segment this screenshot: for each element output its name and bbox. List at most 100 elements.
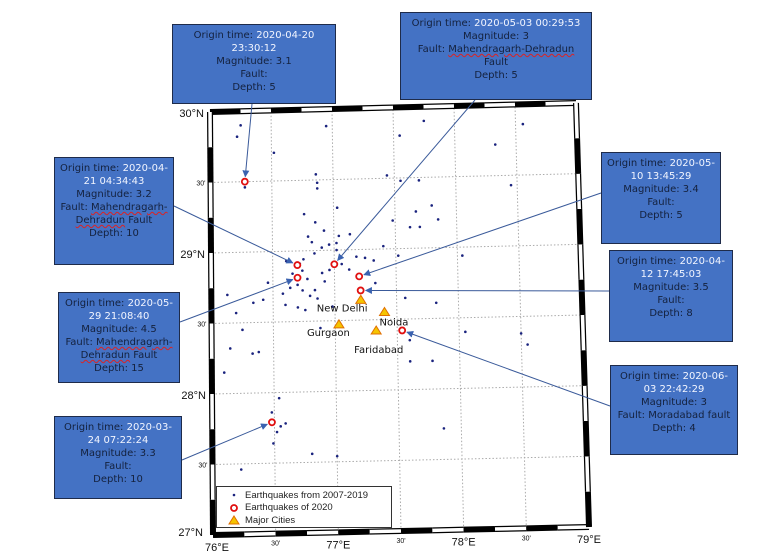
- frame-bottom: [212, 532, 245, 537]
- frame-top: [392, 105, 424, 110]
- meridian-line: [270, 110, 277, 534]
- earthquake-dot: [320, 271, 324, 275]
- city-triangle-icon: [378, 306, 391, 316]
- earthquake-dot: [374, 281, 377, 285]
- earthquake-dot: [315, 181, 319, 185]
- earthquake-dot: [398, 134, 401, 137]
- city-triangle-icon: [333, 318, 345, 329]
- earthquake-dot: [313, 252, 316, 255]
- frame-top: [484, 102, 516, 107]
- city-label: New Delhi: [317, 303, 368, 314]
- fault: Fault:: [104, 461, 132, 472]
- earthquake-dot: [314, 173, 318, 176]
- frame-bottom: [338, 529, 370, 535]
- fault: Fault: Mahendragarh-Dehradun Fault: [65, 337, 173, 361]
- latitude-label: 30': [196, 181, 205, 188]
- earthquake-dot: [308, 294, 312, 298]
- earthquake-dot: [327, 243, 331, 246]
- earthquake-dot: [337, 234, 341, 238]
- earthquake-2020-marker: [293, 273, 302, 282]
- earthquake-dot: [320, 246, 324, 249]
- earthquake-dot: [348, 232, 352, 236]
- parallel-line: [212, 455, 587, 465]
- fault: Fault: Moradabad fault: [617, 410, 731, 421]
- legend-label: Earthquakes from 2007-2019: [245, 489, 369, 501]
- earthquake-dot: [436, 218, 440, 221]
- magnitude: Magnitude: 3.4: [623, 184, 699, 195]
- frame-top: [423, 104, 455, 109]
- earthquakes-2020: [240, 177, 407, 427]
- origin-time: Origin time: 2020-04-20 23:30:12: [193, 30, 315, 54]
- depth: Depth: 15: [94, 363, 144, 374]
- triangle-icon: [228, 515, 240, 525]
- earthquake-dot: [414, 210, 418, 213]
- earthquake-dot: [288, 286, 292, 290]
- earthquake-dot: [521, 122, 525, 126]
- city-triangle-icon: [354, 294, 367, 304]
- earthquake-dot: [340, 262, 344, 266]
- event-callout: Origin time: 2020-06-03 22:42:29 Magnitud…: [610, 365, 738, 455]
- earthquake-dot: [277, 396, 281, 400]
- earthquake-dot: [331, 305, 334, 308]
- parallel-line: [210, 173, 579, 183]
- earthquake-dot: [385, 174, 389, 177]
- origin-time: Origin time: 2020-04-21 04:34:43: [60, 163, 168, 187]
- frame-bottom: [306, 530, 339, 535]
- event-callout: Origin time: 2020-05-29 21:08:40 Magnitud…: [58, 292, 180, 383]
- earthquake-dot: [382, 244, 385, 248]
- earthquake-2020-marker: [293, 261, 302, 269]
- callout-arrow: [181, 423, 268, 461]
- frame-bottom: [557, 525, 590, 530]
- red-circle-icon: [230, 503, 238, 512]
- parallel-line: [211, 314, 583, 324]
- earthquake-dot: [310, 452, 314, 456]
- callout-arrow: [179, 278, 294, 323]
- earthquake-dot: [270, 411, 274, 414]
- earthquake-dot: [313, 288, 317, 292]
- earthquake-dot: [322, 229, 326, 232]
- earthquake-dot: [302, 212, 306, 216]
- dot-icon: [232, 493, 236, 497]
- frame-right: [580, 314, 586, 351]
- event-callout: Origin time: 2020-03-24 07:22:24 Magnitud…: [54, 416, 182, 499]
- earthquake-dot: [372, 259, 376, 262]
- latitude-label: 28°N: [181, 390, 206, 402]
- earthquake-dot: [316, 297, 319, 300]
- earthquake-dot: [408, 225, 412, 229]
- frame-right: [586, 491, 591, 528]
- earthquake-dot: [226, 293, 229, 297]
- earthquake-dot: [422, 119, 426, 123]
- origin-time: Origin time: 2020-06-03 22:42:29: [620, 371, 728, 395]
- latitude-label: 30': [197, 322, 206, 329]
- meridian-line: [453, 105, 465, 530]
- earthquake-dot: [335, 206, 339, 209]
- earthquake-dot: [335, 241, 338, 245]
- event-callout: Origin time: 2020-04-21 04:34:43 Magnitud…: [54, 157, 174, 265]
- legend-item-2020: Earthquakes of 2020: [223, 502, 385, 515]
- earthquake-dot: [306, 277, 309, 281]
- earthquake-2020-marker: [240, 177, 249, 186]
- depth: Depth: 10: [89, 228, 139, 239]
- frame-top: [331, 106, 363, 111]
- frame-top: [362, 105, 394, 110]
- depth: Depth: 8: [649, 308, 693, 319]
- map-frame: [207, 100, 592, 538]
- frame-right: [581, 350, 587, 386]
- longitude-label: 79°E: [577, 534, 601, 546]
- depth: Depth: 5: [639, 210, 683, 221]
- earthquake-dot: [228, 347, 232, 350]
- latitude-label: 30': [198, 463, 207, 470]
- legend: Earthquakes from 2007-2019 Earthquakes o…: [216, 486, 392, 528]
- latitude-label: 29°N: [180, 249, 205, 261]
- earthquake-dot: [323, 280, 327, 283]
- fault: Fault:: [647, 197, 675, 208]
- frame-top: [545, 101, 577, 106]
- major-cities: New Delhi Noida Gurgaon Faridabad: [307, 294, 408, 356]
- event-callout: Origin time: 2020-05-10 13:45:29 Magnitud…: [601, 152, 721, 244]
- origin-time: Origin time: 2020-05-10 13:45:29: [607, 158, 715, 182]
- earthquake-dot: [324, 124, 328, 128]
- origin-time: Origin time: 2020-05-29 21:08:40: [65, 298, 173, 322]
- earthquake-dot: [509, 183, 513, 187]
- earthquake-dot: [284, 303, 287, 307]
